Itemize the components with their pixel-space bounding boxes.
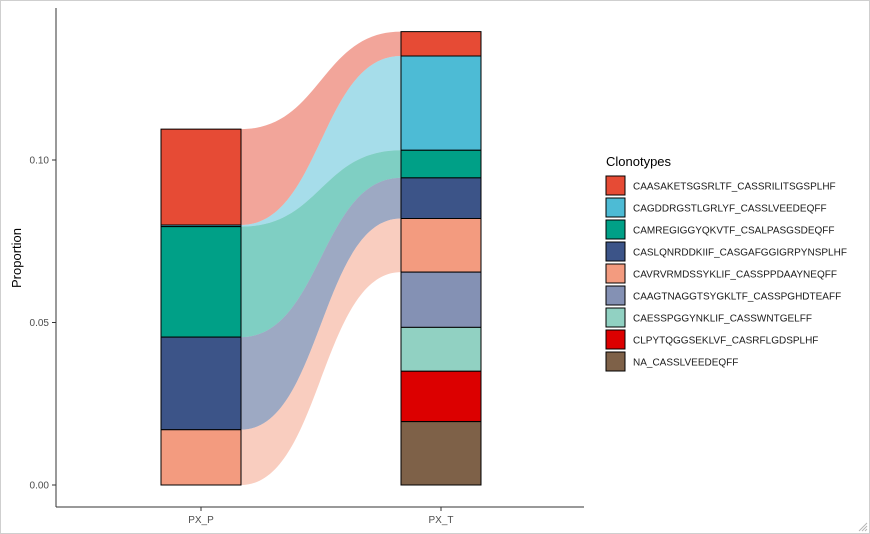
resize-grip-icon[interactable] — [856, 520, 868, 532]
bar-segment — [400, 177, 482, 219]
legend-swatch — [605, 219, 626, 240]
legend-label: CAVRVRMDSSYKLIF_CASSPPDAAYNEQFF — [633, 270, 837, 281]
bar-segment — [160, 128, 242, 226]
bar-segment — [400, 149, 482, 179]
flow-ribbon — [241, 31, 401, 225]
y-tick-label: 0.05 — [30, 318, 50, 329]
legend-label: CLPYTQGGSEKLVF_CASRFLGDSPLHF — [633, 336, 818, 347]
flow-ribbon — [241, 56, 401, 227]
y-ticks: 0.00 0.05 0.10 — [30, 156, 56, 492]
legend-label: NA_CASSLVEEDEQFF — [633, 358, 738, 369]
legend-swatch — [605, 329, 626, 350]
x-ticks: PX_P PX_T — [188, 507, 454, 526]
legend-label: CAESSPGGYNKLIF_CASSWNTGELFF — [633, 314, 812, 325]
legend-label: CASLQNRDDKIIF_CASGAFGGIGRPYNSPLHF — [633, 248, 847, 259]
x-tick-label: PX_T — [428, 515, 453, 526]
x-tick-label: PX_P — [188, 515, 214, 526]
y-axis-title: Proportion — [9, 228, 24, 288]
bar-segment — [400, 271, 482, 328]
legend-label: CAMREGIGGYQKVTF_CSALPASGSDEQFF — [633, 226, 835, 237]
flows-layer — [241, 31, 401, 485]
legend-label: CAGDDRGSTLGRLYF_CASSLVEEDEQFF — [633, 204, 827, 215]
bars-layer — [160, 31, 482, 486]
bar-segment — [160, 226, 242, 338]
legend-swatch — [605, 285, 626, 306]
legend-swatch — [605, 351, 626, 372]
bar-segment — [160, 336, 242, 431]
bar-segment — [400, 326, 482, 372]
legend-label: CAASAKETSGSRLTF_CASSRILITSGSPLHF — [633, 182, 836, 193]
legend-swatch — [605, 307, 626, 328]
flow-ribbon — [241, 218, 401, 485]
flow-ribbon — [241, 177, 401, 430]
flow-ribbon — [241, 150, 401, 338]
legend-title: Clonotypes — [606, 154, 672, 169]
bar-segment — [160, 429, 242, 486]
bar-segment — [400, 370, 482, 423]
legend-swatch — [605, 263, 626, 284]
y-tick-label: 0.00 — [30, 481, 50, 492]
axes-layer — [55, 8, 584, 508]
legend-label: CAAGTNAGGTSYGKLTF_CASSPGHDTEAFF — [633, 292, 841, 303]
bar-segment — [400, 218, 482, 273]
y-tick-label: 0.10 — [30, 156, 50, 167]
bar-segment — [400, 421, 482, 486]
legend-swatch — [605, 175, 626, 196]
legend: Clonotypes CAASAKETSGSRLTF_CASSRILITSGSP… — [605, 154, 847, 372]
bar-segment — [400, 55, 482, 151]
bar-segment — [400, 31, 482, 57]
legend-swatch — [605, 241, 626, 262]
legend-swatch — [605, 197, 626, 218]
